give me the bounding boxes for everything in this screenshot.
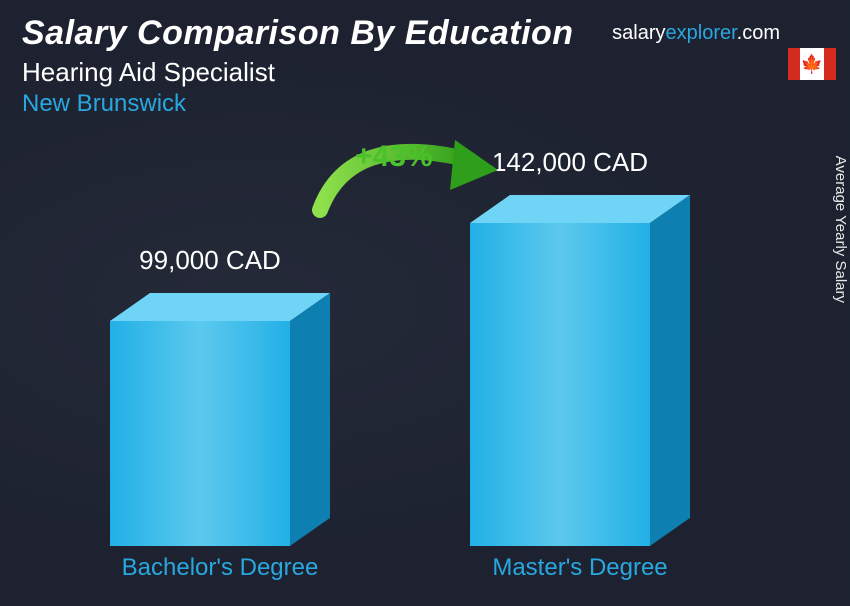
bar-front [110,321,290,546]
x-label-master: Master's Degree [450,554,710,582]
flag-icon: 🍁 [788,48,836,80]
flag-band-left [788,48,800,80]
increase-pct-label: +43% [355,140,433,174]
brand-logo: salaryexplorer.com [612,22,780,45]
x-label-bachelor: Bachelor's Degree [90,554,350,582]
flag-center: 🍁 [800,48,824,80]
flag-band-right [824,48,836,80]
bar-chart: 99,000 CAD Bachelor's Degree 142,000 CAD… [0,160,790,586]
brand-suffix: .com [737,22,780,44]
maple-leaf-icon: 🍁 [801,55,823,73]
bar-side [290,293,330,546]
brand-highlight: explorer [666,22,737,44]
job-subtitle: Hearing Aid Specialist [22,57,828,88]
bar-side [650,195,690,546]
value-label-bachelor: 99,000 CAD [80,245,340,276]
bar-front [470,223,650,546]
region-label: New Brunswick [22,90,828,118]
y-axis-label: Average Yearly Salary [832,156,849,303]
increase-arrow-icon [300,120,520,240]
brand-prefix: salary [612,22,665,44]
bar-bachelor [110,321,290,546]
bar-master [470,223,650,546]
